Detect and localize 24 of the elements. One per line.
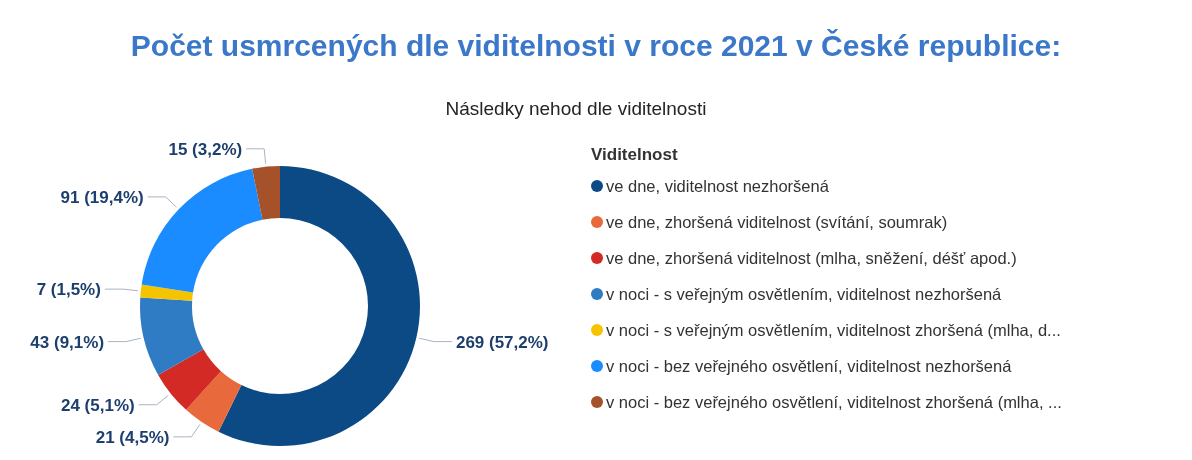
donut-slice	[218, 166, 420, 446]
donut-slice	[140, 297, 204, 375]
data-label: 7 (1,5%)	[36, 280, 101, 300]
legend-title: Viditelnost	[591, 145, 678, 164]
chart-title: Počet usmrcených dle viditelnosti v roce 2021 v České republice:	[130, 29, 1062, 62]
legend-label: v noci - bez veřejného osvětlení, viditelnost nezhoršená	[606, 357, 1013, 375]
donut-slice	[140, 284, 194, 301]
legend-label: ve dne, viditelnost nezhoršená	[606, 177, 830, 195]
legend-label: ve dne, zhoršená viditelnost (mlha, sněžení, déšť apod.)	[606, 249, 1017, 267]
data-label: 269 (57,2%)	[455, 332, 549, 352]
data-label: 15 (3,2%)	[168, 139, 243, 159]
donut-slice	[186, 371, 242, 432]
chart-subtitle: Následky nehod dle viditelnosti	[445, 98, 707, 119]
legend-label: ve dne, zhoršená viditelnost (svítání, soumrak)	[606, 213, 948, 231]
data-label: 24 (5,1%)	[60, 395, 135, 415]
data-label: 43 (9,1%)	[30, 332, 105, 352]
donut-slice	[158, 349, 221, 410]
legend-label: v noci - bez veřejného osvětlení, viditelnost zhoršená (mlha, ...	[606, 393, 1062, 411]
donut-slice	[252, 166, 280, 220]
data-label: 91 (19,4%)	[60, 187, 144, 207]
data-label: 21 (4,5%)	[95, 427, 170, 447]
legend-label: v noci - s veřejným osvětlením, viditelnost nezhoršená	[606, 285, 1003, 303]
donut-slice	[141, 168, 263, 293]
legend-label: v noci - s veřejným osvětlením, viditelnost zhoršená (mlha, d...	[606, 321, 1061, 339]
